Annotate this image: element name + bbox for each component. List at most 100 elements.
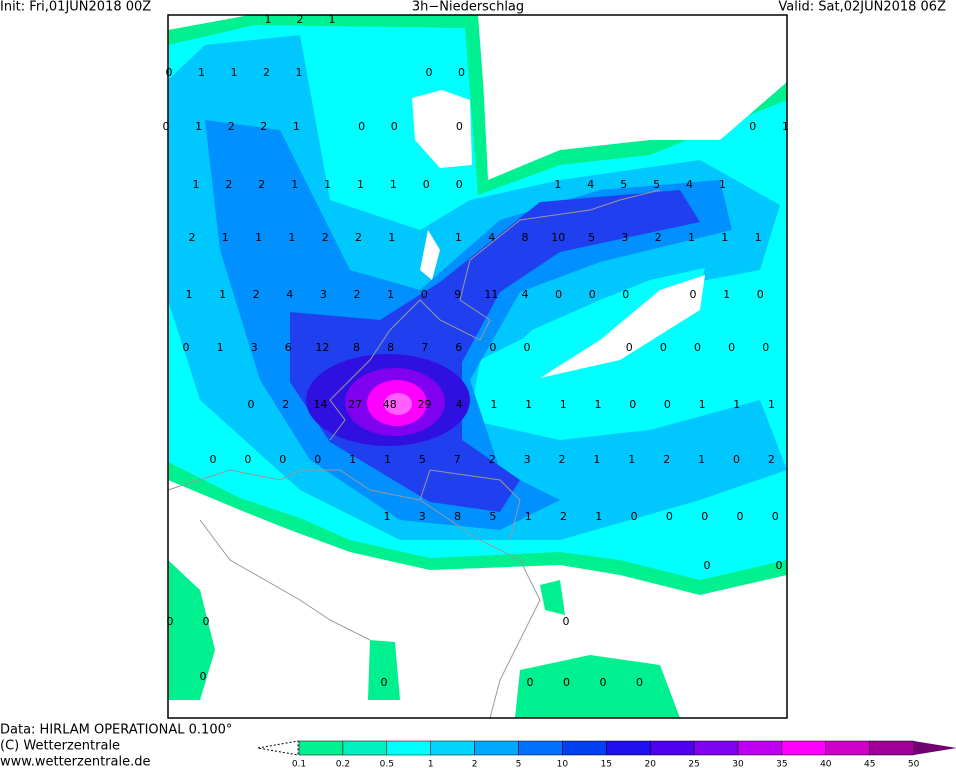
grid-value: 0: [636, 676, 643, 689]
grid-value: 1: [329, 13, 336, 26]
grid-value: 0: [626, 341, 633, 354]
grid-value: 2: [258, 178, 265, 191]
colorbar-label: 50: [908, 760, 920, 768]
grid-value: 0: [183, 341, 190, 354]
grid-value: 1: [755, 231, 762, 244]
grid-value: 0: [701, 510, 708, 523]
grid-value: 0: [210, 453, 217, 466]
grid-value: 1: [387, 288, 394, 301]
grid-value: 2: [559, 453, 566, 466]
colorbar-box: [474, 740, 519, 756]
colorbar-label: 20: [644, 760, 656, 768]
colorbar-label: 5: [516, 760, 522, 768]
grid-value: 1: [688, 231, 695, 244]
data-source: Data: HIRLAM OPERATIONAL 0.100°: [0, 723, 232, 738]
colorbar-box: [342, 740, 388, 756]
colorbar-label: 0.2: [336, 760, 350, 768]
colorbar-label: 10: [557, 760, 569, 768]
colorbar-label: 2: [472, 760, 478, 768]
grid-value: 2: [663, 453, 670, 466]
grid-value: 2: [263, 66, 270, 79]
grid-value: 3: [419, 510, 426, 523]
grid-value: 12: [315, 341, 329, 354]
colorbar-box: [562, 740, 607, 756]
grid-value: 1: [490, 398, 497, 411]
grid-value: 1: [554, 178, 561, 191]
grid-value: 1: [560, 398, 567, 411]
grid-value: 11: [484, 288, 498, 301]
grid-value: 0: [600, 676, 607, 689]
grid-value: 1: [195, 120, 202, 133]
grid-value: 0: [694, 341, 701, 354]
grid-value: 1: [595, 398, 602, 411]
colorbar-label: 0.1: [292, 760, 306, 768]
grid-value: 0: [664, 398, 671, 411]
grid-value: 1: [217, 341, 224, 354]
map-area: [167, 15, 787, 719]
grid-value: 1: [593, 453, 600, 466]
grid-value: 1: [357, 178, 364, 191]
grid-value: 5: [653, 178, 660, 191]
colorbar-label: 1: [428, 760, 434, 768]
grid-value: 1: [782, 120, 789, 133]
grid-value: 1: [291, 178, 298, 191]
grid-value: 1: [349, 453, 356, 466]
grid-value: 2: [297, 13, 304, 26]
grid-value: 1: [388, 231, 395, 244]
grid-value: 0: [563, 676, 570, 689]
grid-value: 0: [426, 66, 433, 79]
grid-value: 2: [225, 178, 232, 191]
grid-value: 1: [265, 13, 272, 26]
map-title: 3h−Niederschlag: [412, 0, 524, 15]
map-frame: [167, 14, 788, 719]
grid-value: 0: [314, 453, 321, 466]
grid-value: 0: [456, 120, 463, 133]
grid-value: 0: [166, 66, 173, 79]
grid-value: 2: [655, 231, 662, 244]
grid-value: 5: [419, 453, 426, 466]
grid-value: 0: [456, 178, 463, 191]
grid-value: 2: [768, 453, 775, 466]
grid-value: 1: [628, 453, 635, 466]
grid-value: 1: [698, 453, 705, 466]
colorbar-box: [737, 740, 783, 756]
grid-value: 0: [391, 120, 398, 133]
grid-value: 2: [355, 231, 362, 244]
grid-value: 1: [721, 231, 728, 244]
grid-value: 1: [255, 231, 262, 244]
grid-value: 7: [421, 341, 428, 354]
grid-value: 2: [489, 453, 496, 466]
grid-value: 27: [348, 398, 362, 411]
grid-value: 6: [285, 341, 292, 354]
grid-value: 0: [660, 341, 667, 354]
grid-value: 0: [622, 288, 629, 301]
grid-value: 3: [524, 453, 531, 466]
colorbar-label: 40: [820, 760, 832, 768]
grid-value: 0: [563, 615, 570, 628]
colorbar-label: 0.5: [380, 760, 394, 768]
grid-value: 2: [260, 120, 267, 133]
colorbar-box: [386, 740, 431, 756]
grid-value: 8: [522, 231, 529, 244]
grid-value: 1: [768, 398, 775, 411]
grid-value: 2: [228, 120, 235, 133]
grid-value: 2: [322, 231, 329, 244]
grid-value: 0: [555, 288, 562, 301]
grid-value: 0: [524, 341, 531, 354]
grid-value: 0: [248, 398, 255, 411]
grid-value: 0: [381, 676, 388, 689]
grid-value: 3: [320, 288, 327, 301]
grid-value: 4: [456, 398, 463, 411]
colorbar-label: 45: [864, 760, 875, 768]
grid-value: 4: [522, 288, 529, 301]
grid-value: 0: [203, 615, 210, 628]
grid-value: 0: [167, 615, 174, 628]
grid-value: 0: [757, 288, 764, 301]
grid-value: 0: [749, 120, 756, 133]
grid-value: 0: [629, 398, 636, 411]
grid-value: 29: [418, 398, 432, 411]
grid-value: 4: [286, 288, 293, 301]
colorbar-box: [781, 740, 827, 756]
grid-value: 0: [666, 510, 673, 523]
grid-value: 4: [587, 178, 594, 191]
